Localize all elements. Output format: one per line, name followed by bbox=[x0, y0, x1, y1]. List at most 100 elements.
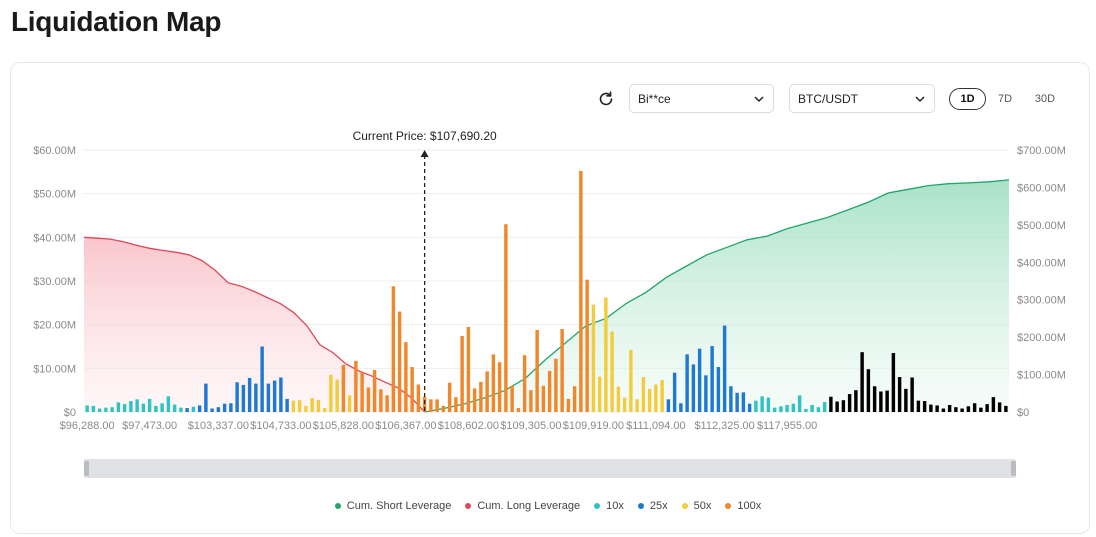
exchange-select-value: Bi**ce bbox=[638, 91, 671, 106]
short-cum-line bbox=[424, 179, 1010, 413]
bar-10x bbox=[822, 401, 827, 412]
x-tick-label: $109,305.00 bbox=[500, 420, 561, 432]
bar-undefined bbox=[916, 400, 921, 412]
pair-select[interactable]: BTC/USDT bbox=[789, 84, 935, 113]
bar-100x bbox=[572, 386, 577, 412]
legend-dot-icon bbox=[465, 503, 472, 509]
bar-50x bbox=[316, 399, 321, 412]
refresh-icon[interactable] bbox=[596, 89, 616, 109]
bar-10x bbox=[91, 405, 96, 412]
y-right-tick-label: $700.00M bbox=[1017, 145, 1066, 157]
bar-10x bbox=[191, 406, 196, 412]
bar-100x bbox=[404, 342, 408, 412]
bar-undefined bbox=[935, 405, 939, 412]
bar-25x bbox=[260, 346, 264, 412]
long-cum-line bbox=[83, 236, 426, 413]
bar-25x bbox=[241, 384, 246, 412]
bar-100x bbox=[354, 360, 358, 412]
bar-undefined bbox=[854, 390, 858, 412]
bar-100x bbox=[579, 170, 583, 412]
bar-10x bbox=[110, 407, 114, 412]
bar-25x bbox=[285, 398, 289, 412]
timeframe-1d[interactable]: 1D bbox=[949, 88, 986, 110]
x-tick-label: $109,919.00 bbox=[563, 420, 624, 432]
bar-50x bbox=[347, 395, 352, 412]
bar-50x bbox=[304, 405, 308, 412]
bar-100x bbox=[541, 385, 546, 412]
bar-undefined bbox=[997, 402, 1002, 412]
x-tick-label: $108,602.00 bbox=[438, 420, 499, 432]
timeframe-7d[interactable]: 7D bbox=[997, 93, 1013, 105]
bar-25x bbox=[266, 383, 271, 412]
bar-10x bbox=[160, 403, 164, 412]
chevron-down-icon bbox=[915, 95, 925, 102]
bar-100x bbox=[460, 336, 464, 412]
bar-10x bbox=[760, 396, 764, 412]
bar-undefined bbox=[835, 401, 839, 412]
exchange-select[interactable]: Bi**ce bbox=[629, 84, 774, 113]
legend-item-10x[interactable]: 10x bbox=[594, 500, 624, 512]
bar-25x bbox=[685, 354, 689, 412]
bar-50x bbox=[291, 400, 296, 412]
bar-10x bbox=[122, 404, 127, 412]
bar-50x bbox=[635, 399, 639, 412]
bar-50x bbox=[329, 374, 333, 412]
bar-undefined bbox=[941, 408, 946, 412]
bar-50x bbox=[616, 386, 621, 412]
range-slider[interactable] bbox=[84, 459, 1016, 478]
legend-item-50x[interactable]: 50x bbox=[681, 500, 711, 512]
bar-25x bbox=[722, 325, 727, 412]
bar-25x bbox=[735, 392, 739, 412]
bar-25x bbox=[210, 408, 214, 412]
range-slider-right-handle[interactable] bbox=[1011, 461, 1016, 476]
bar-50x bbox=[591, 304, 596, 412]
bar-undefined bbox=[954, 407, 958, 412]
legend-item-long[interactable]: Cum. Long Leverage bbox=[465, 500, 580, 512]
bar-10x bbox=[147, 398, 152, 412]
bar-50x bbox=[629, 349, 633, 412]
bar-25x bbox=[197, 405, 202, 412]
legend-label: Cum. Short Leverage bbox=[346, 500, 452, 512]
bar-25x bbox=[716, 367, 721, 412]
bar-25x bbox=[747, 403, 752, 412]
bar-100x bbox=[397, 311, 402, 412]
bar-25x bbox=[272, 380, 277, 412]
bar-100x bbox=[341, 364, 346, 412]
current-price-arrow-icon bbox=[420, 150, 429, 157]
bar-undefined bbox=[879, 391, 883, 412]
bar-100x bbox=[585, 279, 589, 412]
bar-25x bbox=[704, 375, 708, 412]
bar-100x bbox=[360, 371, 364, 412]
legend-label: Cum. Long Leverage bbox=[477, 500, 581, 512]
bar-25x bbox=[247, 377, 252, 412]
bar-10x bbox=[154, 405, 158, 412]
legend-label: 25x bbox=[649, 500, 668, 512]
bar-undefined bbox=[947, 405, 952, 412]
range-slider-left-handle[interactable] bbox=[84, 461, 89, 476]
bar-10x bbox=[97, 408, 102, 412]
x-tick-label: $97,473.00 bbox=[122, 420, 177, 432]
bar-undefined bbox=[960, 408, 964, 412]
bar-25x bbox=[216, 407, 221, 412]
x-tick-label: $111,094.00 bbox=[626, 420, 686, 432]
x-tick-label: $117,955.00 bbox=[757, 420, 817, 432]
legend-item-25x[interactable]: 25x bbox=[637, 500, 668, 512]
bar-25x bbox=[666, 399, 671, 412]
legend-dot-icon bbox=[594, 503, 601, 509]
bar-undefined bbox=[841, 400, 846, 412]
y-left-tick-label: $40.00M bbox=[33, 232, 76, 244]
legend-label: 10x bbox=[606, 500, 624, 512]
bar-100x bbox=[366, 387, 371, 412]
bar-25x bbox=[235, 382, 239, 412]
bar-undefined bbox=[966, 406, 971, 412]
legend-item-short[interactable]: Cum. Short Leverage bbox=[334, 500, 452, 512]
timeframe-30d[interactable]: 30D bbox=[1034, 93, 1056, 105]
bar-10x bbox=[754, 400, 758, 412]
bar-50x bbox=[297, 400, 302, 412]
legend-dot-icon bbox=[637, 503, 644, 509]
bar-10x bbox=[116, 402, 121, 412]
bar-10x bbox=[785, 405, 789, 412]
x-tick-label: $105,828.00 bbox=[313, 420, 374, 432]
legend-item-100x[interactable]: 100x bbox=[725, 500, 761, 512]
